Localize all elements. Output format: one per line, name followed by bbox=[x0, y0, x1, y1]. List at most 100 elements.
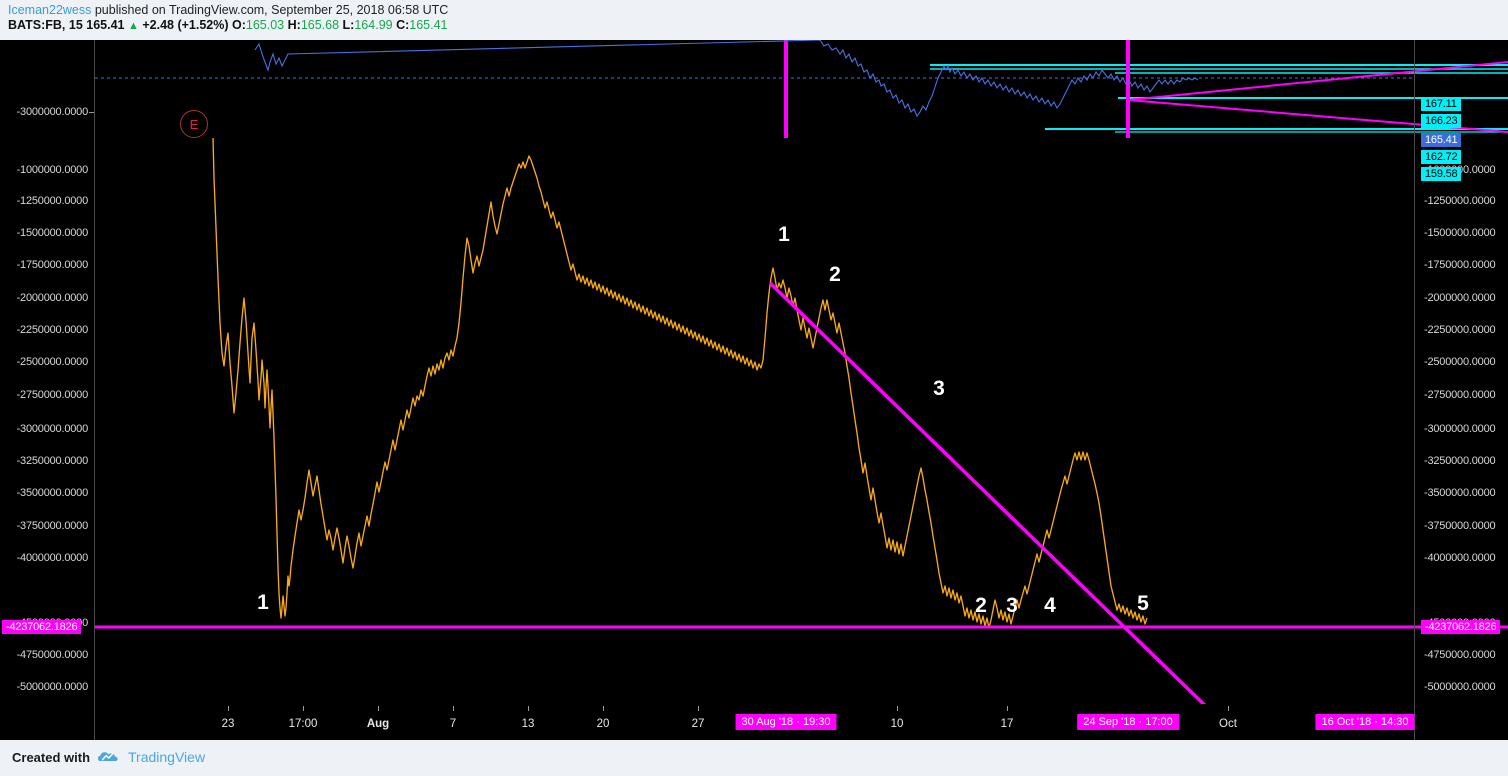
right-y-tick-7: -2750000.0000 bbox=[1424, 389, 1496, 401]
upper-price-series bbox=[254, 40, 1199, 118]
high-key: H: bbox=[287, 18, 301, 32]
right-y-tick-4: -2000000.0000 bbox=[1424, 292, 1496, 304]
left-y-tick-7: -2750000.0000 bbox=[16, 389, 89, 401]
left-y-tick-15: -5000000.0000 bbox=[16, 681, 89, 693]
upper-pane-graphics bbox=[95, 40, 1508, 138]
chart-header: Iceman22wess published on TradingView.co… bbox=[0, 0, 1508, 40]
quote-line: BATS:FB, 15 165.41 ▲ +2.48 (+1.52%) O:16… bbox=[8, 18, 1500, 34]
x-tickmark-1 bbox=[303, 706, 304, 711]
right-y-tick-14: -4750000.0000 bbox=[1424, 649, 1496, 661]
x-tag-24-sep[interactable]: 24 Sep '18 · 17:00 bbox=[1077, 714, 1179, 730]
right-y-tick-1: -1250000.0000 bbox=[1424, 195, 1496, 207]
left-y-tick-5: -2250000.0000 bbox=[16, 324, 89, 336]
left-y-tick-3: -1750000.0000 bbox=[16, 259, 89, 271]
right-y-tick-15: -5000000.0000 bbox=[1424, 681, 1496, 693]
x-tick-17: 17 bbox=[1000, 718, 1014, 730]
symbol-label[interactable]: BATS:FB, 15 bbox=[8, 18, 83, 32]
x-tag-30-aug[interactable]: 30 Aug '18 · 19:30 bbox=[735, 714, 837, 730]
tradingview-cloud-logo bbox=[98, 749, 120, 765]
x-tickmark-5 bbox=[603, 706, 604, 711]
x-tick-aug: Aug bbox=[366, 718, 390, 730]
open-key: O: bbox=[232, 18, 246, 32]
wave-label-5-bottom: 5 bbox=[1137, 592, 1149, 615]
wave-label-1-bottom: 1 bbox=[257, 591, 269, 614]
price-tag-last-165-41[interactable]: 165.41 bbox=[1421, 133, 1462, 147]
main-price-series bbox=[212, 138, 1148, 629]
left-y-tick-0: -1000000.0000 bbox=[16, 164, 89, 176]
open-value: 165.03 bbox=[245, 18, 285, 32]
left-y-tick-12: -4000000.0000 bbox=[16, 552, 89, 564]
price-change: +2.48 (+1.52%) bbox=[142, 18, 229, 32]
left-y-tick-9: -3250000.0000 bbox=[16, 455, 89, 467]
footer-created-with: Created with bbox=[12, 749, 91, 765]
up-arrow-icon: ▲ bbox=[127, 20, 139, 32]
main-pane-graphics bbox=[95, 138, 1508, 704]
upper-y-tickmark-0 bbox=[89, 112, 94, 113]
x-tick-20: 20 bbox=[596, 718, 610, 730]
price-tag-support-left[interactable]: -4237062.1826 bbox=[2, 620, 82, 634]
elliott-e-marker[interactable]: E bbox=[180, 110, 208, 138]
chart-canvas[interactable]: -3000000.0000 -3500000.0000 E 1 2 3 1 bbox=[0, 40, 1508, 740]
x-tick-10: 10 bbox=[890, 718, 904, 730]
x-tick-oct: Oct bbox=[1219, 718, 1237, 730]
high-value: 165.68 bbox=[300, 18, 340, 32]
upper-pane[interactable]: -3000000.0000 -3500000.0000 bbox=[0, 40, 1508, 138]
close-key: C: bbox=[396, 18, 410, 32]
x-tick-13: 13 bbox=[521, 718, 535, 730]
right-y-tick-2: -1500000.0000 bbox=[1424, 227, 1496, 239]
x-tickmark-2 bbox=[378, 706, 379, 711]
main-pane[interactable] bbox=[0, 138, 1508, 704]
last-price: 165.41 bbox=[86, 18, 125, 32]
x-tickmark-8 bbox=[1007, 706, 1008, 711]
right-y-tick-3: -1750000.0000 bbox=[1424, 259, 1496, 271]
x-tickmark-7 bbox=[897, 706, 898, 711]
left-y-tick-11: -3750000.0000 bbox=[16, 520, 89, 532]
x-tick-23: 23 bbox=[221, 718, 235, 730]
footer-brand-label[interactable]: TradingView bbox=[128, 749, 206, 765]
x-tick-27: 27 bbox=[691, 718, 705, 730]
left-axis-divider bbox=[94, 40, 95, 740]
magenta-downtrend-line bbox=[768, 281, 1207, 704]
wave-label-3-top: 3 bbox=[933, 377, 945, 400]
publish-text: published on TradingView.com, September … bbox=[94, 3, 449, 17]
left-y-tick-14: -4750000.0000 bbox=[16, 649, 89, 661]
upper-y-tick-0: -3000000.0000 bbox=[16, 106, 89, 118]
right-y-tick-6: -2500000.0000 bbox=[1424, 356, 1496, 368]
left-y-tick-10: -3500000.0000 bbox=[16, 487, 89, 499]
low-value: 164.99 bbox=[354, 18, 393, 32]
right-y-tick-9: -3250000.0000 bbox=[1424, 455, 1496, 467]
left-y-tick-8: -3000000.0000 bbox=[16, 423, 89, 435]
upper-y-tick-1: -3500000.0000 bbox=[2, 137, 89, 138]
close-value: 165.41 bbox=[409, 18, 448, 32]
right-y-tick-5: -2250000.0000 bbox=[1424, 324, 1496, 336]
magenta-fan-up bbox=[1127, 61, 1508, 101]
x-tick-7: 7 bbox=[449, 718, 457, 730]
publish-line: Iceman22wess published on TradingView.co… bbox=[8, 3, 1500, 18]
wave-label-3-bottom: 3 bbox=[1006, 594, 1018, 617]
x-tickmark-0 bbox=[228, 706, 229, 711]
price-tag-support-right[interactable]: -4237062.1826 bbox=[1421, 620, 1501, 634]
right-y-tick-11: -3750000.0000 bbox=[1424, 520, 1496, 532]
left-y-tick-4: -2000000.0000 bbox=[16, 292, 89, 304]
right-y-tick-8: -3000000.0000 bbox=[1424, 423, 1496, 435]
wave-label-2-bottom: 2 bbox=[975, 594, 987, 617]
wave-label-1-top: 1 bbox=[778, 223, 790, 246]
price-tag-162-72[interactable]: 162.72 bbox=[1421, 150, 1462, 164]
left-y-tick-2: -1500000.0000 bbox=[16, 227, 89, 239]
price-tag-159-58[interactable]: 159.58 bbox=[1421, 167, 1462, 181]
left-y-tick-1: -1250000.0000 bbox=[16, 195, 89, 207]
right-axis-divider bbox=[1414, 40, 1415, 740]
x-tag-16-oct[interactable]: 16 Oct '18 · 14:30 bbox=[1315, 714, 1415, 730]
low-key: L: bbox=[342, 18, 355, 32]
right-y-tick-12: -4000000.0000 bbox=[1424, 552, 1496, 564]
author-link[interactable]: Iceman22wess bbox=[8, 3, 92, 17]
price-tag-166-23[interactable]: 166.23 bbox=[1421, 114, 1462, 128]
wave-label-2-top: 2 bbox=[829, 263, 841, 286]
left-y-tick-6: -2500000.0000 bbox=[16, 356, 89, 368]
price-tag-167-11[interactable]: 167.11 bbox=[1421, 97, 1461, 111]
footer-bar: Created with TradingView bbox=[0, 740, 1508, 776]
x-tickmark-6 bbox=[698, 706, 699, 711]
x-tickmark-3 bbox=[453, 706, 454, 711]
x-tickmark-9 bbox=[1228, 706, 1229, 711]
x-tick-1700: 17:00 bbox=[288, 718, 318, 730]
